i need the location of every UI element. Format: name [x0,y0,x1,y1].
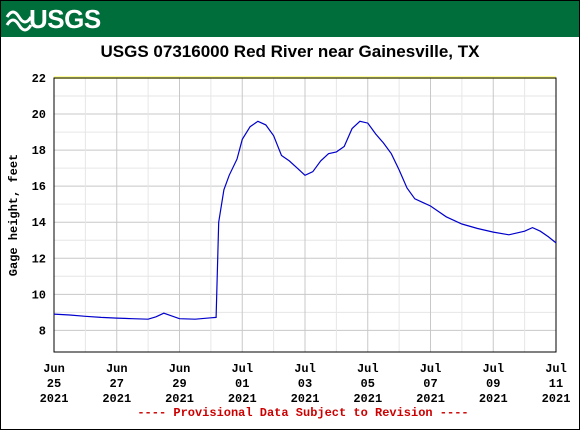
y-tick-label: 18 [32,144,46,158]
x-tick-label: 2021 [228,392,257,406]
x-tick-label: Jun [169,362,191,376]
x-tick-label: 01 [235,377,249,391]
y-tick-label: 10 [32,288,46,302]
y-tick-label: 20 [32,108,46,122]
x-tick-label: 2021 [291,392,320,406]
x-tick-label: 2021 [102,392,131,406]
y-tick-label: 16 [32,180,46,194]
x-tick-label: Jul [420,362,442,376]
x-tick-label: Jun [106,362,128,376]
x-tick-label: Jun [43,362,65,376]
usgs-logo-icon [5,10,33,32]
x-tick-label: Jul [357,362,379,376]
x-tick-label: 29 [172,377,186,391]
x-tick-label: 25 [47,377,61,391]
y-tick-label: 22 [32,72,46,86]
x-tick-label: 2021 [40,392,69,406]
x-tick-label: 2021 [416,392,445,406]
x-tick-label: 2021 [165,392,194,406]
x-tick-label: 05 [361,377,375,391]
x-tick-label: 11 [549,377,563,391]
x-tick-label: Jul [482,362,504,376]
plot-border [53,77,557,353]
y-axis-label: Gage height, feet [7,154,21,276]
usgs-logo-text: USGS [29,4,101,34]
y-tick-label: 8 [39,324,46,338]
provisional-data-footnote: ---- Provisional Data Subject to Revisio… [137,406,468,420]
chart-title: USGS 07316000 Red River near Gainesville… [100,42,480,61]
x-tick-label: 2021 [542,392,571,406]
x-tick-label: 2021 [479,392,508,406]
x-tick-label: 09 [486,377,500,391]
gage-height-series-line [53,120,557,320]
x-tick-label: Jul [545,362,567,376]
y-tick-label: 14 [32,216,46,230]
x-tick-label: 07 [423,377,437,391]
x-tick-label: 03 [298,377,312,391]
x-tick-label: Jul [294,362,316,376]
x-tick-label: Jul [231,362,253,376]
x-tick-label: 27 [110,377,124,391]
x-tick-label: 2021 [353,392,382,406]
y-tick-label: 12 [32,252,46,266]
usgs-header-bar: USGS [1,1,579,37]
